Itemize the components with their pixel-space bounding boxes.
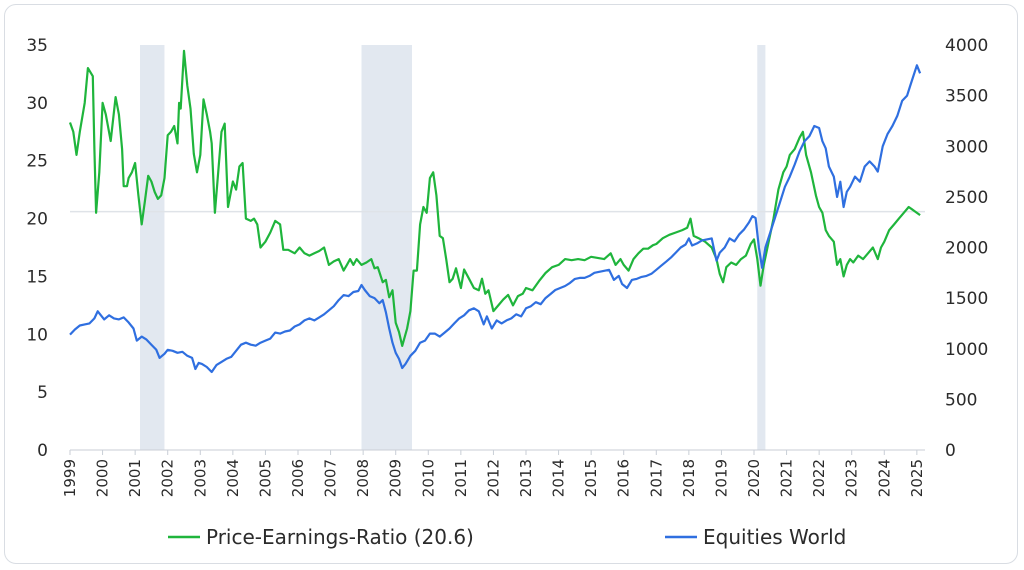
x-tick-label: 2005 [256, 459, 274, 497]
x-tick-label: 2009 [387, 459, 405, 497]
series-line-equities-world [69, 64, 922, 374]
recession-band-3 [757, 45, 766, 450]
x-tick-label: 2015 [582, 459, 600, 497]
y-right-tick-label: 3000 [945, 137, 988, 157]
y-right-tick-label: 3500 [945, 87, 988, 107]
recession-shading-group [140, 45, 766, 450]
x-tick-label: 2001 [126, 459, 144, 497]
y-left-tick-label: 30 [26, 94, 48, 114]
recession-band-2 [361, 45, 412, 450]
x-tick-label: 2002 [159, 459, 177, 497]
x-tick-label: 2017 [647, 459, 665, 497]
legend-label: Price-Earnings-Ratio (20.6) [206, 525, 474, 549]
x-tick-label: 2024 [875, 459, 893, 497]
y-right-tick-label: 1000 [945, 340, 988, 360]
y-right-tick-label: 2500 [945, 188, 988, 208]
x-tick-label: 2003 [191, 459, 209, 497]
x-tick-label: 2007 [322, 459, 340, 497]
x-tick-label: 2014 [550, 459, 568, 497]
x-axis-ticks: 1999 2000 2001 2002 2003 2004 2005 2006 2007 2008… [61, 450, 926, 497]
x-tick-label: 2020 [745, 459, 763, 497]
y-left-tick-label: 20 [26, 210, 48, 230]
y-right-tick-label: 1500 [945, 289, 988, 309]
legend: Price-Earnings-Ratio (20.6) Equities Worl… [168, 525, 846, 549]
recession-band-1 [140, 45, 165, 450]
x-tick-label: 2018 [680, 459, 698, 497]
y-right-tick-label: 4000 [945, 36, 988, 56]
x-tick-label: 2012 [484, 459, 502, 497]
y-right-tick-label: 500 [945, 390, 977, 410]
chart-card [4, 4, 1018, 564]
x-tick-label: 2016 [615, 459, 633, 497]
x-tick-label: 2008 [354, 459, 372, 497]
x-tick-label: 2010 [419, 459, 437, 497]
series-line-pe-ratio [68, 49, 921, 347]
x-tick-label: 2025 [908, 459, 926, 497]
y-left-tick-label: 5 [37, 383, 48, 403]
y-right-tick-label: 0 [945, 441, 956, 461]
x-tick-label: 2023 [843, 459, 861, 497]
y-left-tick-label: 25 [26, 152, 48, 172]
right-y-axis: 0 500 1000 1500 2000 2500 3000 3500 4000 [945, 36, 988, 461]
x-tick-label: 2000 [94, 459, 112, 497]
x-tick-label: 2011 [452, 459, 470, 497]
y-left-tick-label: 0 [37, 441, 48, 461]
x-tick-label: 2013 [517, 459, 535, 497]
y-left-tick-label: 10 [26, 325, 48, 345]
x-tick-label: 1999 [61, 459, 79, 497]
x-tick-label: 2006 [289, 459, 307, 497]
series-lines [68, 49, 922, 374]
y-left-tick-label: 15 [26, 267, 48, 287]
y-left-tick-label: 35 [26, 36, 48, 56]
legend-label: Equities World [703, 525, 846, 549]
y-right-tick-label: 2000 [945, 239, 988, 259]
x-tick-label: 2004 [224, 459, 242, 497]
x-tick-label: 2022 [810, 459, 828, 497]
x-tick-label: 2021 [778, 459, 796, 497]
x-tick-label: 2019 [712, 459, 730, 497]
left-y-axis: 0 5 10 15 20 25 30 35 [26, 36, 48, 461]
